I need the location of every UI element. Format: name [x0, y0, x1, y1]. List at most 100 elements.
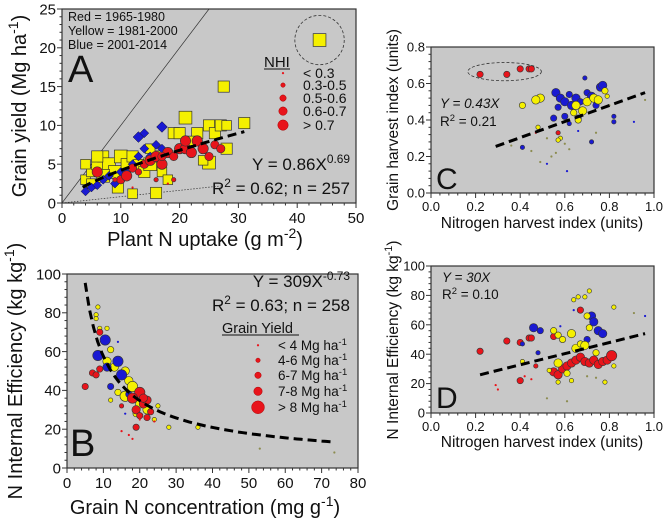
data-point [171, 177, 177, 183]
legend-marker [277, 119, 289, 131]
y-tick-label: 40 [411, 347, 425, 362]
x-tick-label: 0.2 [467, 199, 485, 214]
period-legend-note: Yellow = 1981-2000 [68, 24, 178, 38]
x-tick-label: 10 [95, 475, 112, 492]
data-point [611, 119, 617, 125]
x-tick-label: 30 [168, 475, 185, 492]
x-tick-label: 1.0 [645, 199, 663, 214]
data-point [516, 377, 524, 385]
panel-label: D [436, 382, 458, 415]
data-point [555, 130, 561, 136]
y-tick-label: 0.4 [407, 113, 425, 128]
data-point [585, 324, 593, 332]
panel-d: 0.0 0.2 0.4 0.6 0.8 1.0 0 20 40 60 80 100 Nitrogen h… [383, 241, 663, 451]
y-tick-label: 25 [39, 1, 56, 18]
data-point [136, 412, 144, 420]
legend-label: 0.6-0.7 [303, 103, 347, 119]
data-point [476, 70, 484, 78]
data-point [555, 137, 561, 143]
plot-content [467, 62, 647, 173]
data-point [632, 120, 636, 123]
data-point [553, 358, 563, 368]
regression-stats: R2 = 0.63; n = 258 [212, 293, 350, 315]
data-point [124, 412, 127, 415]
panel-label: C [436, 163, 458, 196]
y-tick-label: 5 [48, 156, 56, 173]
data-point [565, 400, 569, 403]
data-point-square [312, 33, 327, 47]
data-point [519, 144, 525, 150]
data-point [127, 433, 130, 437]
x-tick-label: 0.6 [556, 419, 574, 434]
data-point [550, 155, 553, 158]
legend-marker [278, 106, 288, 116]
x-tick-label: 0.6 [556, 199, 574, 214]
data-point [535, 350, 541, 356]
data-point [518, 101, 526, 109]
y-tick-label: 20 [39, 40, 56, 57]
data-point [586, 288, 592, 294]
data-point [598, 329, 608, 339]
x-tick-label: 0.0 [422, 199, 440, 214]
y-tick-label: 40 [44, 383, 61, 400]
data-point [566, 121, 572, 127]
data-point [533, 363, 539, 369]
data-point [112, 177, 118, 183]
data-point [601, 87, 609, 95]
data-point [535, 124, 541, 130]
data-point [575, 294, 581, 300]
data-point [554, 331, 562, 339]
y-tick-label: 60 [411, 317, 425, 332]
data-point [594, 131, 598, 134]
data-point [104, 325, 110, 331]
x-tick-label: 20 [171, 210, 188, 227]
data-point [99, 334, 111, 346]
x-tick-label: 40 [289, 210, 306, 227]
regression-line [495, 91, 646, 148]
data-point [114, 388, 122, 396]
data-point [516, 65, 524, 73]
data-point-square [127, 188, 138, 199]
x-tick-label: 0.4 [511, 419, 529, 434]
legend-marker [281, 72, 285, 75]
panel-b: 0 10 20 30 40 50 60 70 80 0 20 40 60 80 100 Grain N con… [1, 243, 366, 519]
x-tick-label: 70 [313, 475, 330, 492]
data-point [169, 151, 179, 161]
regression-stats: R2 = 0.21 [440, 113, 497, 130]
panel-c: 0.0 0.2 0.4 0.6 0.8 1.00.00.20.40.60.8Nitroge… [385, 29, 663, 232]
y-tick-label: 0.8 [407, 40, 425, 55]
x-tick-label: 0.2 [467, 419, 485, 434]
data-point [510, 144, 513, 147]
data-point [132, 423, 140, 431]
regression-line [81, 130, 245, 189]
legend-label: 4-6 Mg ha-1 [278, 352, 347, 369]
legend-marker [256, 344, 260, 347]
data-point [589, 139, 595, 145]
data-point [606, 350, 618, 362]
data-point [131, 437, 134, 440]
data-point [593, 95, 603, 105]
data-point [555, 379, 561, 385]
data-point [333, 451, 336, 454]
data-point-square [91, 150, 104, 163]
data-point [476, 347, 484, 355]
data-point [602, 379, 608, 385]
data-point [530, 149, 533, 153]
data-point [592, 349, 600, 357]
y-tick-label: 15 [39, 79, 56, 96]
x-tick-label: 0.8 [600, 419, 618, 434]
x-tick-label: 40 [204, 475, 221, 492]
x-tick-label: 0.8 [600, 199, 618, 214]
data-point [611, 113, 617, 119]
data-point-diamond [80, 186, 91, 197]
data-point [529, 323, 539, 333]
data-point [95, 304, 101, 310]
legend-title: NHI [264, 54, 290, 71]
data-point [107, 346, 115, 354]
data-point-square [150, 186, 163, 199]
data-point [166, 424, 172, 430]
data-point [119, 403, 125, 409]
y-tick-label: 20 [411, 376, 425, 391]
data-point [545, 137, 549, 140]
